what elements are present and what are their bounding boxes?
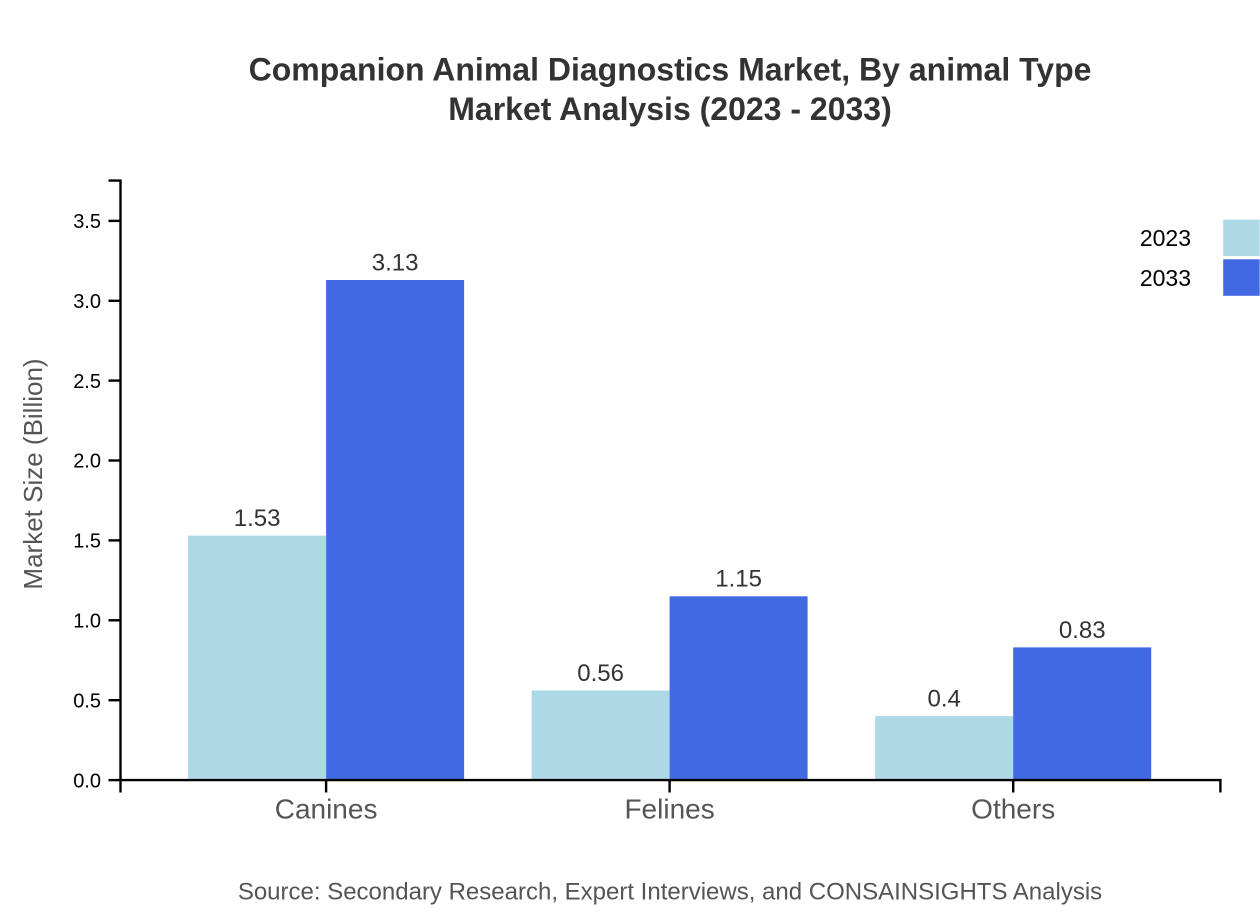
svg-text:0.56: 0.56 — [577, 660, 624, 687]
svg-text:0.0: 0.0 — [73, 770, 101, 792]
svg-text:1.53: 1.53 — [234, 505, 281, 532]
svg-text:0.83: 0.83 — [1059, 617, 1106, 644]
svg-text:Source: Secondary Research, Ex: Source: Secondary Research, Expert Inter… — [238, 878, 1102, 905]
svg-text:1.5: 1.5 — [73, 531, 101, 553]
svg-text:1.0: 1.0 — [73, 611, 101, 633]
svg-text:0.5: 0.5 — [73, 690, 101, 712]
svg-text:Market Size (Billion): Market Size (Billion) — [18, 358, 48, 589]
svg-text:2033: 2033 — [1140, 265, 1191, 291]
svg-text:Others: Others — [971, 793, 1055, 824]
svg-text:2.0: 2.0 — [73, 451, 101, 473]
svg-text:0.4: 0.4 — [928, 686, 961, 713]
svg-text:Canines: Canines — [275, 793, 378, 824]
svg-text:3.0: 3.0 — [73, 291, 101, 313]
svg-text:1.15: 1.15 — [715, 566, 762, 593]
svg-text:3.13: 3.13 — [372, 249, 419, 276]
svg-text:2.5: 2.5 — [73, 371, 101, 393]
svg-text:3.5: 3.5 — [73, 211, 101, 233]
svg-text:2023: 2023 — [1140, 225, 1191, 251]
svg-text:Market Analysis (2023 - 2033): Market Analysis (2023 - 2033) — [448, 91, 892, 127]
svg-text:Felines: Felines — [624, 793, 714, 824]
svg-text:Companion Animal Diagnostics M: Companion Animal Diagnostics Market, By … — [249, 52, 1092, 88]
